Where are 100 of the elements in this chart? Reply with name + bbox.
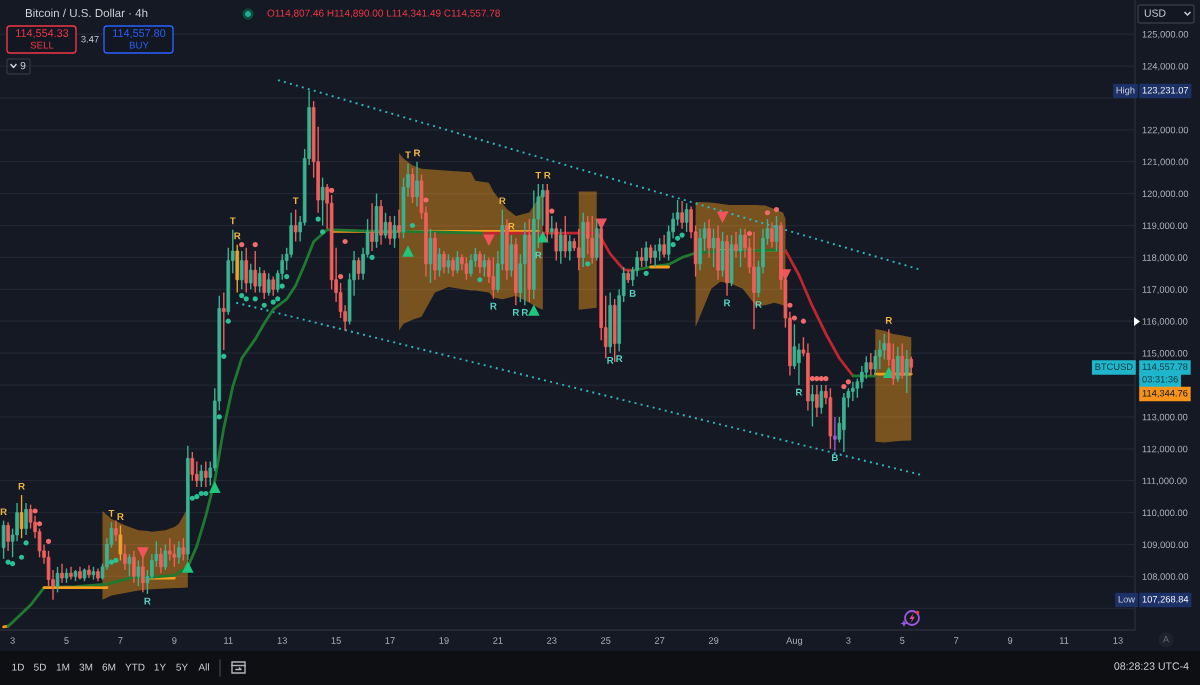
text: 3M [79,663,93,671]
candlestick [738,228,743,268]
candlestick [244,247,249,294]
candlestick [451,256,455,278]
candlestick [118,524,123,562]
candlestick [869,352,873,377]
text: 123,231.07 [1142,86,1189,95]
candlestick [181,537,186,562]
candlestick [657,237,662,262]
candlestick [792,323,797,370]
x-tick-label: 3 [846,637,851,644]
annotation: 114,554.33 [16,29,69,39]
y-tick-label: 113,000.00 [1142,413,1188,422]
text: 1M [56,663,70,671]
annotation: R [508,222,515,230]
text: All [198,663,209,671]
annotation: R [535,251,542,259]
candlestick [123,543,127,571]
candlestick [221,291,226,351]
text: 5Y [176,663,188,671]
candlestick [203,460,208,488]
annotation: B [629,289,636,297]
annotation: Low [1118,596,1136,603]
annotation: 9 [20,61,26,70]
candlestick [590,215,595,265]
text: 107,268.84 [1142,595,1189,604]
candlestick [554,221,559,262]
text: 5D [34,663,46,671]
text: A [1163,636,1169,643]
x-tick-label: 25 [601,637,611,644]
annotation: BUY [129,41,149,49]
candlestick [69,566,73,581]
annotation: R [521,309,529,316]
y-tick-label: 125,000.00 [1142,31,1189,39]
x-tick-label: 27 [654,637,665,644]
candlestick [540,183,545,227]
text: YTD [125,663,145,671]
candlestick [585,215,590,255]
x-tick-label: 21 [493,637,503,644]
candlestick [469,253,473,278]
y-tick-label: 108,000.00 [1142,573,1189,581]
x-tick-label: 19 [439,637,449,644]
x-tick-label: 9 [1007,637,1013,644]
annotation: R [512,309,520,316]
candlestick [549,215,554,239]
annotation: R [616,355,623,363]
candlestick [734,231,738,259]
candlestick [774,215,779,252]
candlestick [639,247,644,268]
candlestick [356,256,361,281]
x-tick-label: 5 [900,637,905,644]
text: USD [1144,9,1166,17]
annotation: R [607,356,614,364]
text: Bitcoin / U.S. Dollar · 4h [25,8,148,18]
annotation: 3.47 [81,35,99,43]
candlestick [293,208,298,243]
candlestick [662,234,666,259]
candlestick [819,384,824,415]
candlestick [900,342,905,380]
x-tick-label: 23 [547,637,557,644]
annotation: B [832,454,838,461]
candlestick [873,349,878,377]
annotation: T [108,510,115,517]
x-tick-label: 7 [118,637,123,644]
candlestick [15,502,19,543]
annotation: R [18,482,25,490]
annotation: T [535,171,542,179]
candlestick [815,384,819,418]
candlestick [904,349,909,394]
candlestick [1,519,6,560]
candlestick [55,566,60,594]
candlestick [136,559,141,587]
text: 03:31:36 [1142,375,1178,383]
candlestick [707,218,711,259]
y-tick-label: 121,000.00 [1142,158,1189,167]
candlestick [190,451,195,482]
candlestick [482,253,487,278]
candlestick [410,167,415,204]
x-tick-label: 7 [954,637,959,644]
candlestick [266,272,271,297]
candlestick [635,250,639,278]
annotation: T [292,197,299,205]
annotation: SELL [30,41,54,49]
candlestick [644,240,648,268]
annotation: R [796,388,803,396]
y-tick-label: 109,000.00 [1142,541,1189,550]
candlestick [253,250,258,294]
candlestick [558,228,563,265]
candlestick [271,275,276,297]
x-tick-label: 9 [172,637,177,644]
x-tick-label: 3 [10,637,15,644]
candlestick [127,553,132,578]
candlestick [648,243,653,265]
candlestick [895,346,900,383]
candlestick [114,519,118,543]
text: 1Y [154,663,166,671]
candlestick [563,215,568,259]
candlestick [680,200,684,230]
x-tick-label: 5 [64,637,69,644]
y-tick-label: 119,000.00 [1142,222,1188,231]
